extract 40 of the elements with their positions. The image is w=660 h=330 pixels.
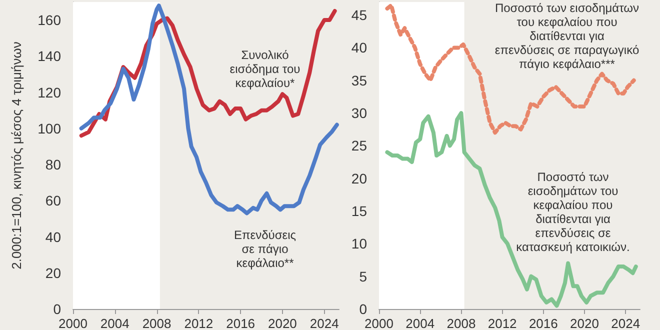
y-axis-title: 2.000:1=100, κινητός μέσος 4 τριμήνων	[9, 42, 24, 270]
y-tick-label: 20	[45, 264, 62, 281]
x-tick-label: 2012	[184, 316, 214, 330]
x-tick-label: 2024	[611, 316, 640, 330]
y-tick-label: 120	[38, 84, 62, 100]
x-tick-label: 2016	[226, 316, 256, 330]
x-tick-label: 2008	[142, 316, 172, 330]
x-tick-label: 2000	[364, 316, 394, 330]
y-tick-label: 10	[351, 236, 368, 252]
y-tick-label: 100	[38, 120, 62, 136]
y-tick-label: 45	[351, 7, 368, 24]
y-tick-label: 20	[351, 170, 368, 186]
x-tick-label: 2012	[488, 316, 517, 330]
line-series	[385, 111, 638, 308]
y-tick-label: 80	[45, 156, 62, 173]
y-tick-label: 140	[38, 48, 62, 64]
series-label: Ποσοστό των εισοδημάτων του κεφαλαίου που διατίθενται για επενδύσεις σε κατασκευή κατοικιών.	[516, 170, 630, 254]
line-series	[79, 4, 339, 216]
x-tick-label: 2000	[58, 316, 88, 330]
series-label: Επενδύσεις σε πάγιο κεφάλαιο**	[234, 228, 296, 270]
x-tick-label: 2020	[268, 316, 297, 330]
y-tick-label: 25	[351, 138, 368, 154]
y-tick-label: 40	[351, 40, 368, 56]
x-tick-label: 2016	[528, 316, 558, 330]
y-tick-label: 60	[45, 192, 62, 209]
series-label: Συνολικό εισόδημα του κεφαλαίου*	[230, 48, 300, 90]
y-tick-label: 30	[351, 105, 368, 122]
x-tick-label: 2004	[406, 316, 435, 330]
series-label: Ποσοστό των εισοδημάτων του κεφαλαίου που διατίθενται για επενδύσεις σε παραγωγικό πάγιο κεφάλαιο***	[494, 1, 640, 71]
x-tick-label: 2024	[310, 316, 339, 330]
y-tick-label: 15	[351, 203, 368, 220]
y-tick-label: 35	[351, 72, 368, 88]
y-tick-label: 40	[45, 228, 62, 245]
y-tick-label: 0	[53, 301, 62, 317]
y-tick-label: 160	[38, 12, 62, 28]
x-tick-label: 2004	[100, 316, 130, 330]
y-tick-label: 0	[359, 301, 368, 317]
x-tick-label: 2008	[446, 316, 476, 330]
y-tick-label: 5	[359, 268, 368, 284]
x-tick-label: 2020	[570, 316, 599, 330]
